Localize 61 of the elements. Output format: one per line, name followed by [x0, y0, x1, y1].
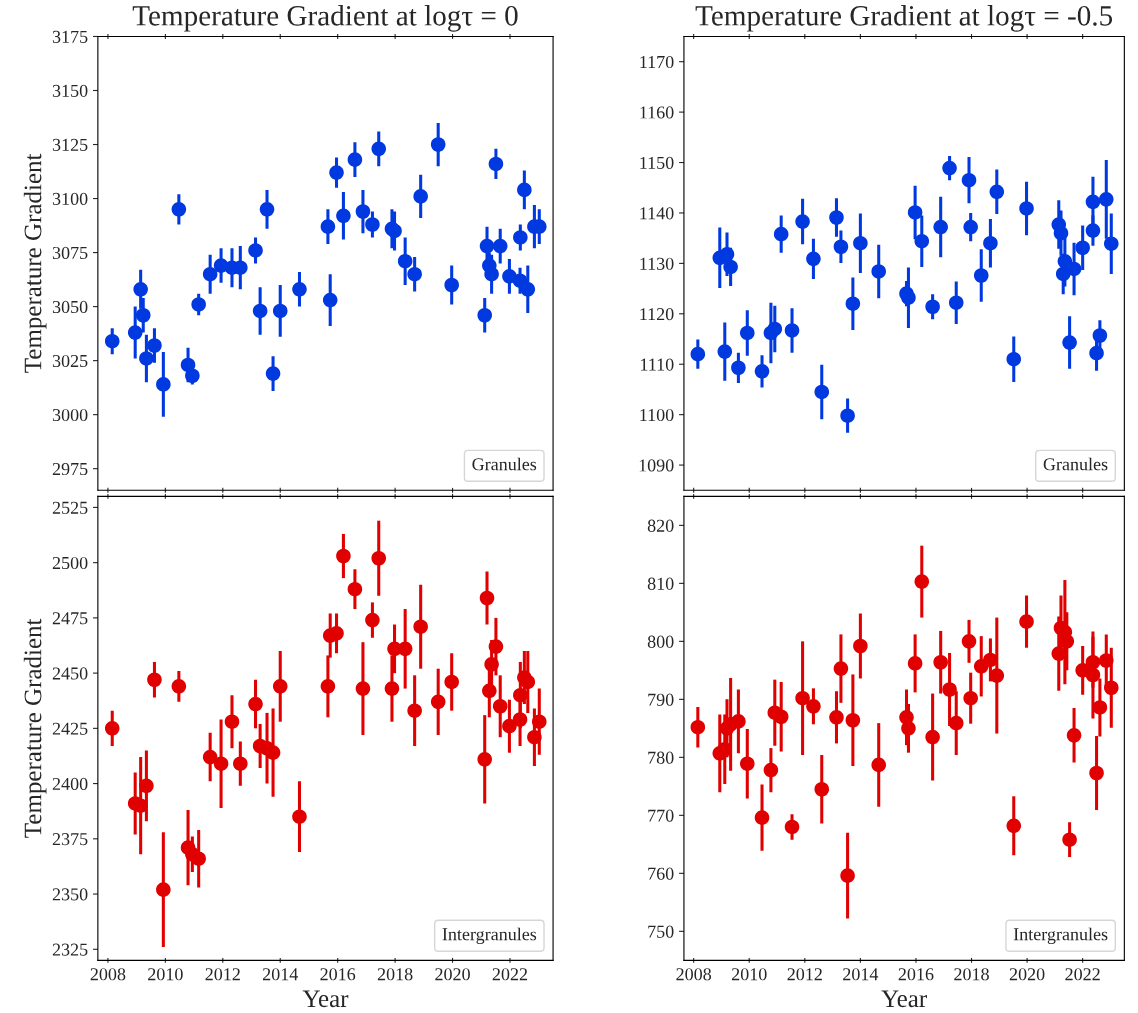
y-tick-label: 3075	[52, 246, 88, 260]
y-tick-label: 2450	[52, 667, 88, 680]
y-tick-label: 770	[648, 809, 674, 822]
y-axis-title: Temperature Gradient	[23, 618, 47, 838]
y-tick-label: 2375	[52, 833, 88, 846]
y-tick-label: 1140	[640, 207, 674, 220]
x-tick-label: 2018	[377, 968, 413, 981]
x-tick-label: 2020	[1009, 968, 1045, 981]
text: Intergranules	[1013, 927, 1108, 945]
y-tick-label: 2975	[52, 462, 88, 476]
y-tick-label: 1090	[639, 459, 674, 472]
y-tick-label: 3175	[52, 30, 88, 43]
y-tick-label: 1150	[640, 156, 674, 169]
y-tick-label: 1100	[640, 408, 674, 422]
text: Granules	[1043, 457, 1108, 471]
x-tick-label: 2008	[90, 968, 126, 981]
x-tick-label: 2018	[954, 968, 989, 981]
y-tick-label: 1110	[641, 358, 674, 371]
y-tick-label: 780	[648, 751, 674, 764]
y-tick-label: 3150	[52, 84, 88, 97]
x-tick-label: 2016	[320, 968, 356, 981]
y-tick-label: 2475	[52, 612, 88, 625]
text: Granules	[472, 457, 537, 471]
text: Intergranules	[442, 927, 537, 945]
x-axis-title: Year	[302, 990, 349, 1008]
y-tick-label: 2425	[52, 722, 88, 735]
y-tick-label: 1160	[640, 106, 674, 119]
x-tick-label: 2022	[492, 968, 528, 981]
y-tick-label: 3050	[52, 300, 88, 314]
x-tick-label: 2010	[731, 968, 767, 981]
x-tick-label: 2016	[898, 968, 934, 981]
y-tick-label: 800	[647, 635, 674, 648]
y-tick-label: 2350	[52, 888, 88, 901]
x-tick-label: 2014	[843, 968, 879, 981]
y-tick-label: 790	[648, 693, 674, 706]
y-tick-label: 1130	[640, 257, 674, 270]
x-tick-label: 2010	[148, 968, 183, 981]
y-axis-title: Temperature Gradient	[23, 153, 47, 373]
y-tick-label: 750	[648, 925, 674, 938]
x-tick-label: 2012	[205, 968, 240, 981]
x-tick-label: 2008	[676, 968, 712, 981]
y-tick-label: 2325	[52, 943, 88, 956]
y-tick-label: 3125	[52, 138, 88, 151]
y-tick-label: 1170	[640, 55, 674, 69]
chart-title: Temperature Gradient at logτ = 0	[132, 5, 518, 32]
x-tick-label: 2022	[1065, 968, 1100, 981]
y-tick-label: 3100	[52, 192, 88, 205]
y-tick-label: 2500	[52, 556, 88, 570]
y-tick-label: 1120	[640, 308, 674, 321]
y-tick-label: 3000	[52, 408, 88, 422]
y-tick-label: 3025	[52, 354, 88, 368]
x-tick-label: 2012	[787, 968, 822, 981]
y-tick-label: 2525	[52, 501, 88, 514]
y-tick-label: 810	[647, 577, 674, 590]
chart-title: Temperature Gradient at logτ = -0.5	[695, 5, 1113, 32]
y-tick-label: 820	[647, 519, 674, 532]
x-tick-label: 2014	[262, 968, 299, 981]
y-tick-label: 760	[648, 867, 674, 880]
x-axis-title: Year	[881, 990, 927, 1008]
y-tick-label: 2400	[52, 777, 88, 791]
x-tick-label: 2020	[435, 968, 470, 981]
